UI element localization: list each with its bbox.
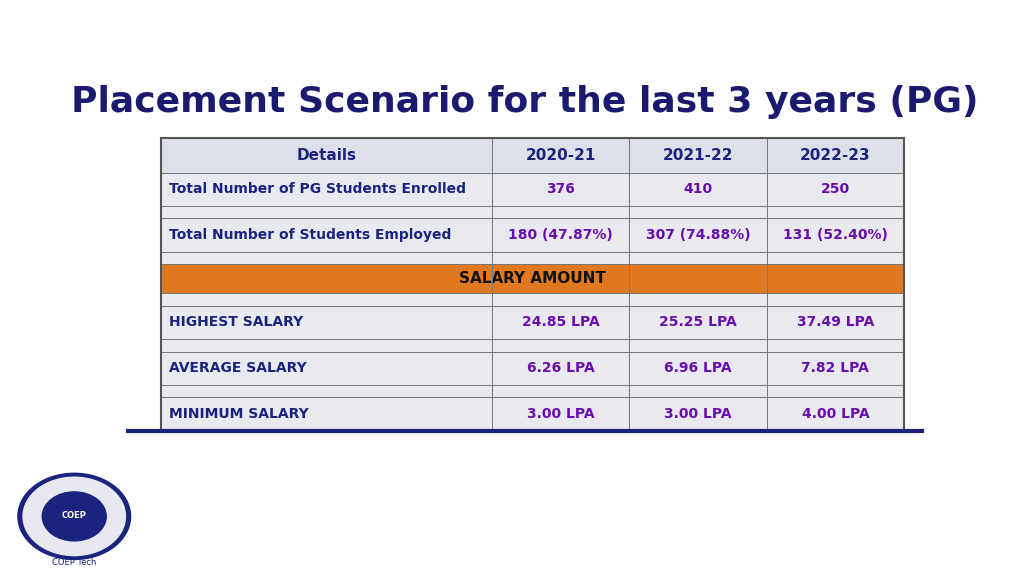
Text: AVERAGE SALARY: AVERAGE SALARY	[169, 361, 307, 375]
Bar	[767, 339, 904, 351]
Text: A Unitary Public University of Govt. of Maharashtra: A Unitary Public University of Govt. of …	[348, 465, 733, 478]
Text: COEP Technological University: COEP Technological University	[387, 442, 694, 460]
Text: 6.26 LPA: 6.26 LPA	[526, 361, 595, 375]
Bar	[128, 431, 922, 513]
Circle shape	[42, 492, 106, 541]
Text: Details: Details	[297, 147, 356, 162]
Bar	[162, 339, 492, 351]
Text: 37.49 LPA: 37.49 LPA	[797, 315, 874, 329]
Text: COEP Tech: COEP Tech	[52, 558, 96, 567]
Bar	[767, 397, 904, 431]
Bar	[162, 351, 492, 385]
Bar	[492, 339, 630, 351]
Bar	[162, 306, 492, 339]
Text: Formerly College of Engineering Pune: Formerly College of Engineering Pune	[398, 485, 683, 498]
Bar	[767, 351, 904, 385]
Bar	[767, 293, 904, 306]
Text: 307 (74.88%): 307 (74.88%)	[646, 228, 751, 242]
Text: 131 (52.40%): 131 (52.40%)	[783, 228, 888, 242]
Bar	[162, 264, 904, 293]
Bar	[630, 293, 767, 306]
Bar	[162, 252, 492, 264]
Circle shape	[17, 473, 131, 559]
Text: 376: 376	[546, 182, 575, 196]
Bar	[630, 206, 767, 218]
Text: SALARY AMOUNT: SALARY AMOUNT	[460, 271, 606, 286]
Bar	[630, 252, 767, 264]
Text: 2022-23: 2022-23	[800, 147, 870, 162]
Text: Total Number of PG Students Enrolled: Total Number of PG Students Enrolled	[169, 182, 466, 196]
Bar	[492, 385, 630, 397]
Bar	[492, 252, 630, 264]
Bar	[630, 351, 767, 385]
Bar	[492, 206, 630, 218]
Bar	[162, 385, 492, 397]
Text: Total Number of Students Employed: Total Number of Students Employed	[169, 228, 452, 242]
Text: 410: 410	[683, 182, 713, 196]
Bar	[767, 173, 904, 206]
Bar	[162, 218, 492, 252]
Bar	[630, 339, 767, 351]
Bar	[492, 397, 630, 431]
Bar	[767, 206, 904, 218]
Bar	[492, 218, 630, 252]
Text: 2020-21: 2020-21	[525, 147, 596, 162]
Text: MINIMUM SALARY: MINIMUM SALARY	[169, 407, 309, 421]
Bar	[492, 351, 630, 385]
Text: COEP: COEP	[61, 511, 87, 520]
Bar	[162, 173, 492, 206]
Text: 25.25 LPA: 25.25 LPA	[659, 315, 737, 329]
Bar	[162, 138, 904, 431]
Text: 180 (47.87%): 180 (47.87%)	[508, 228, 613, 242]
Text: 6.96 LPA: 6.96 LPA	[665, 361, 732, 375]
Bar	[162, 138, 492, 173]
Bar	[767, 252, 904, 264]
Text: 2021-22: 2021-22	[663, 147, 733, 162]
Bar	[630, 138, 767, 173]
Bar	[630, 173, 767, 206]
Circle shape	[23, 477, 125, 555]
Text: 24.85 LPA: 24.85 LPA	[521, 315, 599, 329]
Bar	[630, 385, 767, 397]
Bar	[630, 397, 767, 431]
Bar	[492, 173, 630, 206]
Text: 250: 250	[821, 182, 850, 196]
Text: 7.82 LPA: 7.82 LPA	[802, 361, 869, 375]
Bar	[767, 218, 904, 252]
Bar	[630, 306, 767, 339]
Bar	[492, 138, 630, 173]
Bar	[492, 306, 630, 339]
Text: HIGHEST SALARY: HIGHEST SALARY	[169, 315, 303, 329]
Text: 4.00 LPA: 4.00 LPA	[802, 407, 869, 421]
Bar	[162, 206, 492, 218]
Bar	[162, 293, 492, 306]
Bar	[767, 306, 904, 339]
Text: Placement Scenario for the last 3 years (PG): Placement Scenario for the last 3 years …	[71, 85, 979, 119]
Bar	[767, 385, 904, 397]
Bar	[767, 138, 904, 173]
Text: 3.00 LPA: 3.00 LPA	[526, 407, 594, 421]
Text: 3.00 LPA: 3.00 LPA	[665, 407, 732, 421]
Bar	[630, 218, 767, 252]
Bar	[162, 397, 492, 431]
Bar	[492, 293, 630, 306]
